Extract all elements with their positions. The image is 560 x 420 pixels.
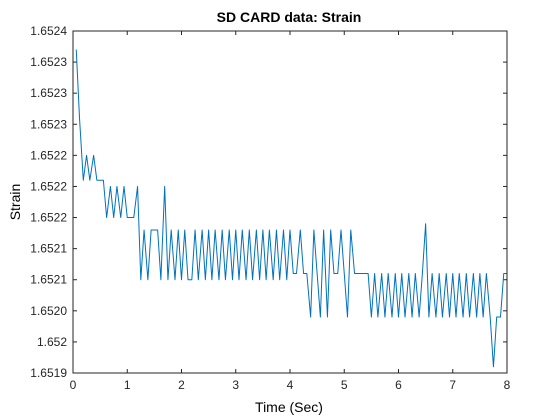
y-tick-label: 1.652: [37, 335, 67, 349]
plot-area: [73, 31, 507, 373]
y-tick-label: 1.6520: [30, 304, 67, 318]
x-tick-label: 5: [341, 378, 348, 392]
y-tick-label: 1.6521: [30, 242, 67, 256]
axis-ticks: 0 1 2 3 4 5 6 7 8 1.6519 1.652 1.6520 1.6521 1.6521 1.…: [30, 24, 510, 392]
y-tick-label: 1.6524: [30, 24, 67, 38]
axes-box: [72, 30, 508, 374]
x-axis-label: Time (Sec): [255, 399, 323, 415]
x-tick-label: 2: [178, 378, 185, 392]
y-tick-label: 1.6522: [30, 179, 67, 193]
x-tick-label: 4: [287, 378, 294, 392]
y-tick-label: 1.6522: [30, 211, 67, 225]
y-axis-label: Strain: [7, 184, 23, 221]
y-tick-label: 1.6523: [30, 86, 67, 100]
x-tick-label: 7: [449, 378, 456, 392]
y-tick-label: 1.6522: [30, 148, 67, 162]
x-tick-label: 3: [232, 378, 239, 392]
y-tick-label: 1.6519: [30, 366, 67, 380]
strain-series-line: [75, 49, 507, 368]
x-tick-label: 6: [395, 378, 402, 392]
x-tick-label: 8: [504, 378, 511, 392]
y-tick-label: 1.6523: [30, 55, 67, 69]
y-tick-label: 1.6523: [30, 117, 67, 131]
y-tick-label: 1.6521: [30, 273, 67, 287]
x-tick-label: 1: [124, 378, 131, 392]
chart-title: SD CARD data: Strain: [217, 9, 362, 25]
x-tick-label: 0: [70, 378, 77, 392]
